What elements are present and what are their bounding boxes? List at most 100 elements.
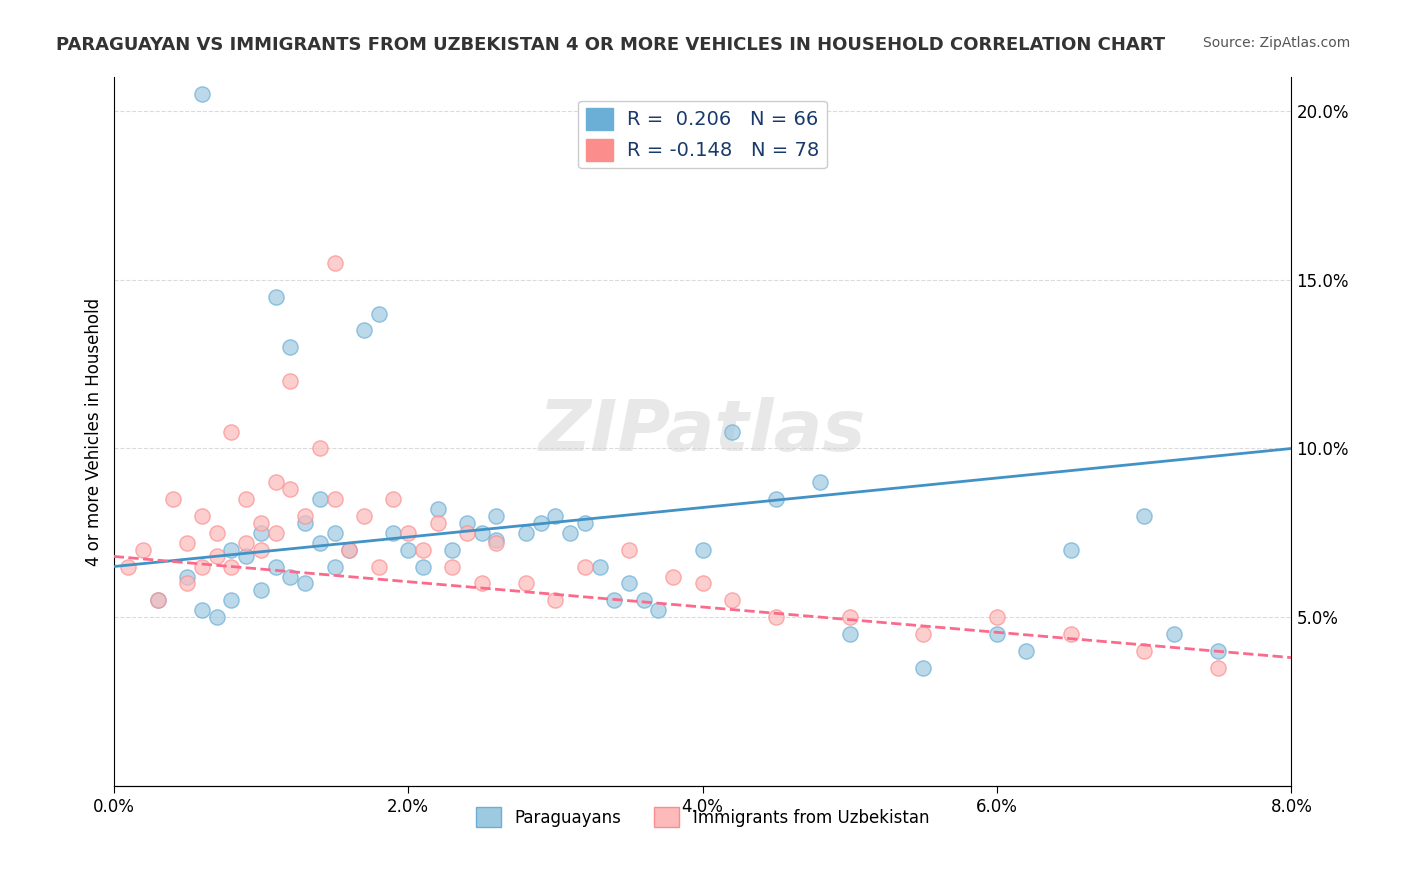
Paraguayans [367,307,389,321]
Text: Source: ZipAtlas.com: Source: ZipAtlas.com [1202,36,1350,50]
Paraguayans [250,525,273,540]
Immigrants from Uzbekistan [176,536,198,550]
Paraguayans [603,593,626,607]
Immigrants from Uzbekistan [396,525,419,540]
Immigrants from Uzbekistan [1206,661,1229,675]
Paraguayans [353,323,375,337]
Paraguayans [280,569,302,583]
Immigrants from Uzbekistan [544,593,567,607]
Paraguayans [1015,644,1038,658]
Paraguayans [633,593,655,607]
Paraguayans [1059,542,1081,557]
Paraguayans [912,661,935,675]
Paraguayans [485,508,508,523]
Immigrants from Uzbekistan [323,492,346,507]
Paraguayans [558,525,581,540]
Paraguayans [544,508,567,523]
Paraguayans [986,627,1008,641]
Immigrants from Uzbekistan [441,559,464,574]
Paraguayans [323,559,346,574]
Paraguayans [308,536,330,550]
Immigrants from Uzbekistan [337,542,360,557]
Paraguayans [485,533,508,547]
Paraguayans [456,516,478,530]
Immigrants from Uzbekistan [986,610,1008,624]
Immigrants from Uzbekistan [1059,627,1081,641]
Immigrants from Uzbekistan [692,576,714,591]
Paraguayans [294,516,316,530]
Immigrants from Uzbekistan [221,425,243,439]
Immigrants from Uzbekistan [912,627,935,641]
Immigrants from Uzbekistan [367,559,389,574]
Legend: Paraguayans, Immigrants from Uzbekistan: Paraguayans, Immigrants from Uzbekistan [470,800,936,834]
Paraguayans [235,549,257,564]
Text: ZIPatlas: ZIPatlas [538,397,866,467]
Immigrants from Uzbekistan [353,508,375,523]
Paraguayans [574,516,596,530]
Immigrants from Uzbekistan [221,559,243,574]
Immigrants from Uzbekistan [191,559,214,574]
Immigrants from Uzbekistan [235,536,257,550]
Y-axis label: 4 or more Vehicles in Household: 4 or more Vehicles in Household [86,298,103,566]
Paraguayans [808,475,831,490]
Paraguayans [1133,508,1156,523]
Immigrants from Uzbekistan [574,559,596,574]
Immigrants from Uzbekistan [426,516,449,530]
Immigrants from Uzbekistan [721,593,744,607]
Immigrants from Uzbekistan [1133,644,1156,658]
Paraguayans [264,559,287,574]
Paraguayans [308,492,330,507]
Immigrants from Uzbekistan [205,549,228,564]
Immigrants from Uzbekistan [132,542,155,557]
Immigrants from Uzbekistan [117,559,139,574]
Paraguayans [426,502,449,516]
Paraguayans [205,610,228,624]
Immigrants from Uzbekistan [617,542,640,557]
Immigrants from Uzbekistan [205,525,228,540]
Paraguayans [838,627,860,641]
Paraguayans [617,576,640,591]
Paraguayans [721,425,744,439]
Immigrants from Uzbekistan [308,442,330,456]
Immigrants from Uzbekistan [191,508,214,523]
Paraguayans [1206,644,1229,658]
Immigrants from Uzbekistan [382,492,405,507]
Immigrants from Uzbekistan [250,542,273,557]
Paraguayans [323,525,346,540]
Paraguayans [221,593,243,607]
Paraguayans [396,542,419,557]
Immigrants from Uzbekistan [235,492,257,507]
Immigrants from Uzbekistan [280,374,302,388]
Immigrants from Uzbekistan [471,576,494,591]
Paraguayans [191,87,214,102]
Paraguayans [280,340,302,354]
Paraguayans [471,525,494,540]
Immigrants from Uzbekistan [456,525,478,540]
Immigrants from Uzbekistan [765,610,787,624]
Immigrants from Uzbekistan [264,525,287,540]
Paraguayans [176,569,198,583]
Paraguayans [1163,627,1185,641]
Paraguayans [692,542,714,557]
Paraguayans [412,559,434,574]
Paraguayans [264,290,287,304]
Immigrants from Uzbekistan [662,569,685,583]
Paraguayans [647,603,669,617]
Paraguayans [191,603,214,617]
Paraguayans [382,525,405,540]
Paraguayans [146,593,169,607]
Paraguayans [588,559,610,574]
Immigrants from Uzbekistan [176,576,198,591]
Immigrants from Uzbekistan [323,256,346,270]
Immigrants from Uzbekistan [264,475,287,490]
Immigrants from Uzbekistan [162,492,184,507]
Paraguayans [294,576,316,591]
Paraguayans [441,542,464,557]
Text: PARAGUAYAN VS IMMIGRANTS FROM UZBEKISTAN 4 OR MORE VEHICLES IN HOUSEHOLD CORRELA: PARAGUAYAN VS IMMIGRANTS FROM UZBEKISTAN… [56,36,1166,54]
Paraguayans [250,583,273,598]
Paraguayans [221,542,243,557]
Immigrants from Uzbekistan [250,516,273,530]
Immigrants from Uzbekistan [838,610,860,624]
Paraguayans [765,492,787,507]
Paraguayans [530,516,553,530]
